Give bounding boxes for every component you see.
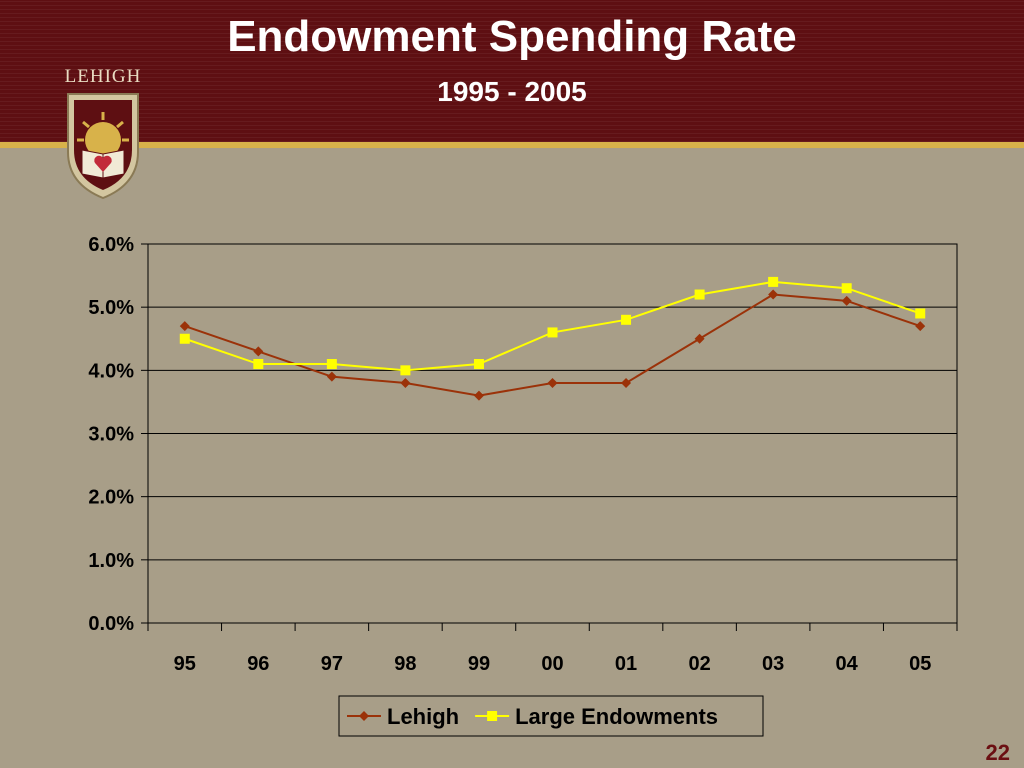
shield-icon [67,93,139,200]
x-tick-label: 01 [615,653,637,675]
data-point-large-endowments [915,308,926,319]
header-banner [0,0,1024,142]
x-tick-label: 03 [762,653,784,675]
y-tick-label: 4.0% [88,360,134,382]
data-point-large-endowments [621,314,632,325]
y-tick-label: 3.0% [88,424,134,446]
header-gold-rule [0,142,1024,148]
data-point-large-endowments [473,359,484,370]
heart-icon [94,155,112,172]
legend-marker-lehigh [359,711,369,721]
legend-label-large-endowments: Large Endowments [515,704,718,729]
data-point-large-endowments [326,359,337,370]
data-point-large-endowments [694,289,705,300]
data-point-large-endowments [547,327,558,338]
y-tick-label: 1.0% [88,550,134,572]
legend-box [338,695,764,737]
data-point-lehigh [179,321,190,332]
y-tick-label: 0.0% [88,613,134,635]
data-point-large-endowments [179,333,190,344]
gridlines [148,243,957,624]
y-tick-label: 2.0% [88,487,134,509]
y-tick-label: 5.0% [88,297,134,319]
data-point-lehigh [841,295,852,306]
legend-marker-large-endowments [487,711,498,721]
data-point-large-endowments [841,283,852,294]
data-point-large-endowments [768,276,779,287]
slide-subtitle: 1995 - 2005 [437,76,587,107]
legend: Lehigh Large Endowments [338,695,764,737]
x-tick-label: 98 [394,653,416,675]
series-lehigh [179,289,926,401]
data-point-lehigh [473,390,484,401]
data-point-lehigh [768,289,779,300]
x-tick-label: 95 [174,653,196,675]
data-point-lehigh [326,371,337,382]
data-point-lehigh [547,377,558,388]
x-tick-label: 00 [541,653,563,675]
data-point-lehigh [694,333,705,344]
data-point-lehigh [621,377,632,388]
series-group [179,276,926,401]
x-tick-label: 05 [909,653,931,675]
legend-label-lehigh: Lehigh [387,704,459,729]
page-number: 22 [985,740,1010,765]
x-tick-label: 96 [247,653,269,675]
x-tick-label: 97 [321,653,343,675]
data-point-large-endowments [253,359,264,370]
x-tick-label: 99 [468,653,490,675]
data-point-lehigh [915,321,926,332]
x-tick-label: 04 [836,653,859,675]
x-axis: 95 96 97 98 99 00 01 02 03 04 05 [147,623,958,675]
x-tick-label: 02 [688,653,710,675]
lehigh-logo: LEHIGH [60,66,146,202]
slide-title: Endowment Spending Rate [227,12,797,61]
logo-wordmark: LEHIGH [64,66,142,87]
series-line-large-endowments [184,280,921,372]
y-tick-label: 6.0% [88,234,134,256]
y-axis: 0.0% 1.0% 2.0% 3.0% 4.0% 5.0% 6.0% [88,234,148,635]
series-large-endowments [179,276,926,376]
data-point-lehigh [400,377,411,388]
data-point-lehigh [253,346,264,357]
data-point-large-endowments [400,365,411,376]
